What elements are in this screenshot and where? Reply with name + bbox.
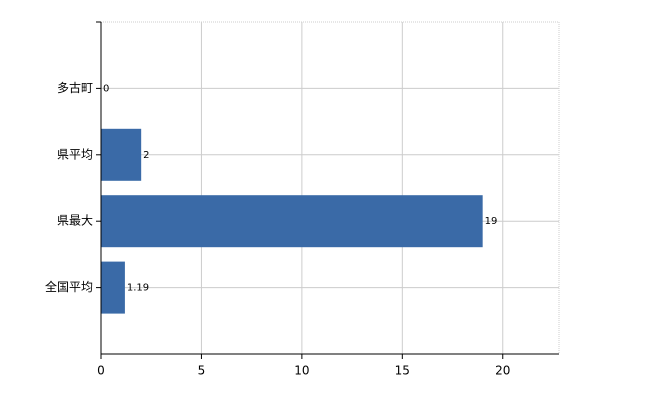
x-tick-label: 10 <box>294 364 309 378</box>
y-tick-label: 県最大 <box>57 214 93 228</box>
value-label: 1.19 <box>127 283 149 294</box>
x-tick-label: 5 <box>198 364 206 378</box>
value-label: 0 <box>103 83 109 94</box>
y-tick-label: 全国平均 <box>45 279 93 294</box>
x-tick-label: 15 <box>395 364 410 378</box>
bar <box>101 261 125 314</box>
value-label: 19 <box>485 216 498 227</box>
y-tick-label: 多古町 <box>57 80 93 95</box>
bar <box>101 195 483 248</box>
value-label: 2 <box>143 150 149 161</box>
y-tick-label: 県平均 <box>57 147 93 161</box>
bar <box>101 128 142 181</box>
x-tick-label: 20 <box>495 364 510 378</box>
x-tick-label: 0 <box>97 364 105 378</box>
